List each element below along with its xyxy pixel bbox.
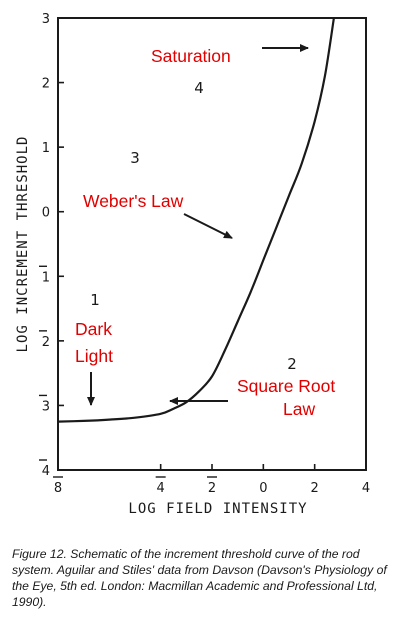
annotation-saturation: Saturation xyxy=(151,46,231,66)
plot-frame xyxy=(57,17,367,471)
x-tick-label: 2 xyxy=(311,481,319,496)
y-tick-label: 3 xyxy=(42,12,50,27)
x-axis-title: LOG FIELD INTENSITY xyxy=(128,501,307,517)
figure-caption: Figure 12. Schematic of the increment th… xyxy=(12,547,387,609)
y-tick-label: 1 xyxy=(42,270,50,285)
x-tick-label: 2 xyxy=(208,481,216,496)
y-axis-title: LOG INCREMENT THRESHOLD xyxy=(15,136,31,353)
y-tick-label: 0 xyxy=(42,206,50,221)
y-tick-label: 2 xyxy=(42,335,50,350)
region-label-2: 2 xyxy=(287,355,297,373)
region-label-3: 3 xyxy=(130,149,140,167)
y-axis-ticks: 3 2 1 0 1 2 3 4 xyxy=(39,12,64,479)
region-label-4: 4 xyxy=(194,79,204,97)
x-tick-label: 4 xyxy=(362,481,370,496)
region-label-1: 1 xyxy=(90,291,100,309)
y-tick-label: 4 xyxy=(42,464,50,479)
annotation-square-root-line2: Law xyxy=(283,399,315,419)
y-tick-label: 3 xyxy=(42,399,50,414)
annotations: Saturation Weber's Law Dark Light Square… xyxy=(75,46,335,419)
threshold-curve xyxy=(57,17,335,423)
webers-law-arrow xyxy=(183,213,233,239)
annotation-webers-law: Weber's Law xyxy=(83,191,184,211)
y-tick-label: 1 xyxy=(42,141,50,156)
x-axis-ticks: 8 4 2 0 2 4 xyxy=(53,464,370,496)
y-tick-label: 2 xyxy=(42,77,50,92)
annotation-dark-light-line2: Light xyxy=(75,346,113,366)
x-tick-label: 4 xyxy=(157,481,165,496)
x-tick-label: 8 xyxy=(54,481,62,496)
x-tick-label: 0 xyxy=(259,481,267,496)
annotation-square-root-line1: Square Root xyxy=(237,376,335,396)
annotation-dark-light-line1: Dark xyxy=(75,319,112,339)
